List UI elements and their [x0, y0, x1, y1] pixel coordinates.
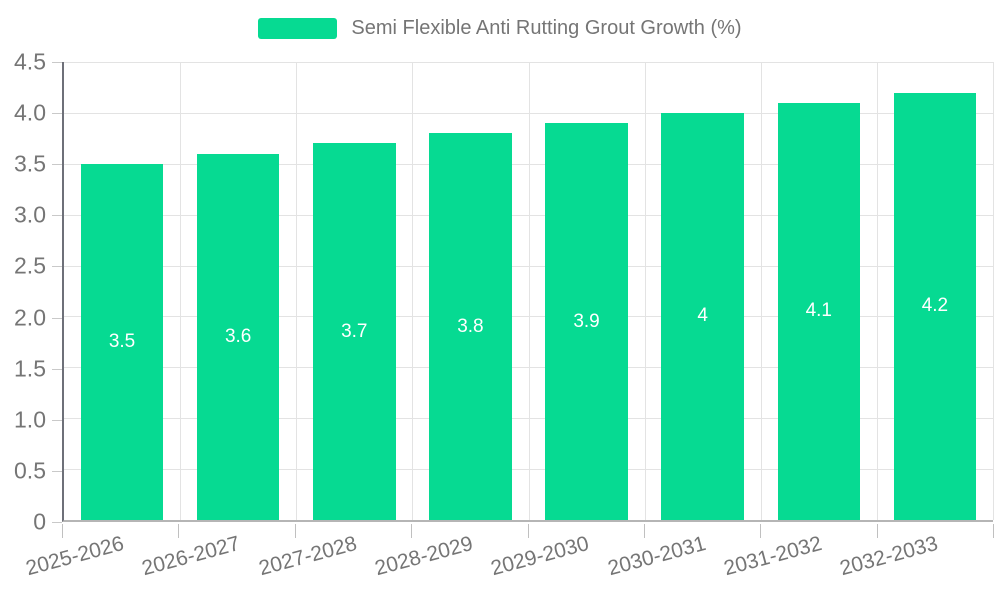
- y-tick-label: 0.5: [14, 457, 46, 484]
- y-tick-label: 2.0: [14, 304, 46, 331]
- x-axis-ticks: [62, 524, 994, 538]
- bar[interactable]: 4.2: [893, 92, 977, 520]
- x-gridline: [876, 62, 878, 520]
- x-tick-label: 2025-2026: [23, 532, 127, 581]
- legend: Semi Flexible Anti Rutting Grout Growth …: [0, 17, 1000, 40]
- legend-item[interactable]: Semi Flexible Anti Rutting Grout Growth …: [258, 17, 742, 40]
- x-axis-tick-mark: [876, 524, 878, 538]
- x-gridline: [412, 62, 414, 520]
- x-tick-label: 2031-2032: [721, 532, 825, 581]
- y-tick-label: 3.0: [14, 201, 46, 228]
- x-gridline: [993, 62, 994, 520]
- x-axis-labels: 2025-2026 2026-2027 2027-2028 2028-2029 2029…: [23, 528, 993, 598]
- y-tick-label: 4.5: [14, 48, 46, 75]
- y-axis-tick-mark: [52, 368, 62, 370]
- x-tick-label: 2027-2028: [255, 532, 359, 581]
- y-tick-label: 1.5: [14, 355, 46, 382]
- x-tick-label: 2028-2029: [372, 532, 476, 581]
- bar[interactable]: 4: [661, 112, 744, 520]
- legend-swatch-icon: [258, 18, 338, 39]
- y-axis-tick-mark: [52, 113, 62, 115]
- y-axis-tick-mark: [52, 470, 62, 472]
- bar[interactable]: 3.5: [80, 163, 164, 520]
- x-gridline: [296, 62, 298, 520]
- x-axis-tick-mark: [294, 524, 296, 538]
- bar-value-label: 4: [697, 305, 708, 327]
- x-gridline: [644, 62, 646, 520]
- y-tick-label: 0: [33, 508, 46, 535]
- y-axis-labels: 0 0.5 1.0 1.5 2.0 2.5 3.0 3.5 4.0 4.5: [0, 49, 46, 535]
- plot-area: 3.5 3.6 3.7 3.8 3.9 4 4.1 4.2: [62, 62, 994, 522]
- y-axis-tick-mark: [52, 522, 62, 523]
- legend-label: Semi Flexible Anti Rutting Grout Growth …: [351, 17, 742, 39]
- x-axis-tick-mark: [178, 524, 180, 538]
- y-axis-tick-mark: [52, 62, 62, 63]
- y-tick-label: 3.5: [14, 150, 46, 177]
- bar[interactable]: 4.1: [777, 102, 861, 520]
- x-axis-tick-mark: [760, 524, 762, 538]
- bar-value-label: 3.6: [224, 325, 252, 347]
- y-tick-label: 4.0: [14, 99, 46, 126]
- y-axis-tick-mark: [52, 419, 62, 421]
- y-axis-ticks: [52, 62, 62, 523]
- x-axis-tick-mark: [643, 524, 645, 538]
- x-gridline: [760, 62, 762, 520]
- bar[interactable]: 3.9: [545, 123, 628, 520]
- x-axis-tick-mark: [527, 524, 529, 538]
- x-axis-tick-mark: [411, 524, 413, 538]
- bar-value-label: 3.9: [573, 310, 600, 332]
- y-axis-tick-mark: [52, 164, 62, 166]
- x-tick-label: 2029-2030: [488, 532, 592, 581]
- x-tick-label: 2032-2033: [837, 532, 941, 581]
- x-tick-label: 2030-2031: [605, 532, 709, 581]
- bar-value-label: 4.1: [805, 300, 832, 322]
- x-axis-tick-mark: [62, 524, 63, 538]
- y-tick-label: 2.5: [14, 252, 46, 279]
- x-gridline: [180, 62, 182, 520]
- x-tick-label: 2026-2027: [139, 532, 243, 581]
- y-axis-tick-mark: [52, 215, 62, 217]
- bar[interactable]: 3.8: [429, 133, 512, 520]
- bar[interactable]: 3.7: [313, 143, 396, 520]
- bar-value-label: 3.5: [108, 330, 136, 352]
- bar-value-label: 3.8: [457, 315, 484, 337]
- y-axis-tick-mark: [52, 317, 62, 319]
- x-gridline: [528, 62, 530, 520]
- y-axis-tick-mark: [52, 266, 62, 268]
- bar-value-label: 4.2: [921, 295, 949, 317]
- x-axis-tick-mark: [993, 524, 994, 538]
- y-tick-label: 1.0: [14, 406, 46, 433]
- bar-value-label: 3.7: [341, 320, 368, 342]
- bar[interactable]: 3.6: [196, 153, 280, 520]
